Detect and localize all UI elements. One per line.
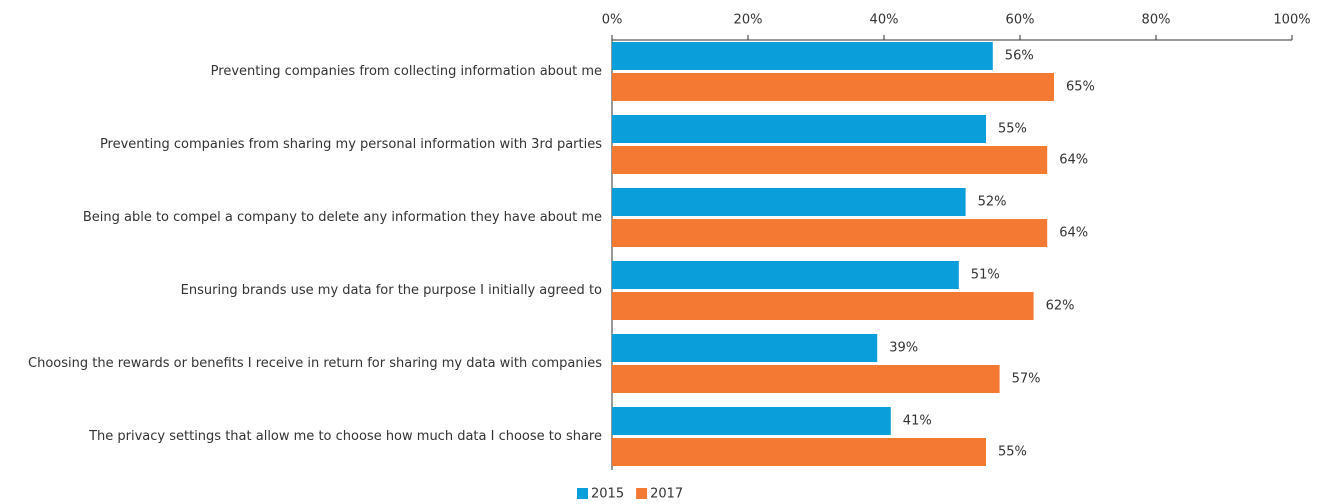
category-label: Preventing companies from sharing my per… <box>100 137 602 152</box>
bar <box>612 219 1048 247</box>
value-label: 41% <box>903 414 932 429</box>
category-label: Being able to compel a company to delete… <box>83 210 602 225</box>
value-label: 56% <box>1005 49 1034 64</box>
value-label: 39% <box>889 341 918 356</box>
legend-swatch <box>577 488 588 499</box>
category-label: Choosing the rewards or benefits I recei… <box>28 356 602 371</box>
bar <box>612 115 986 143</box>
bar <box>612 438 986 466</box>
x-tick-label: 100% <box>1273 13 1310 28</box>
x-tick-label: 20% <box>734 13 763 28</box>
legend-swatch <box>636 488 648 499</box>
legend-label: 2015 <box>591 487 624 502</box>
category-label: Preventing companies from collecting inf… <box>211 64 602 79</box>
category-label: The privacy settings that allow me to ch… <box>88 429 602 444</box>
value-label: 62% <box>1046 299 1075 314</box>
x-tick-label: 0% <box>602 13 623 28</box>
category-label: Ensuring brands use my data for the purp… <box>181 283 602 298</box>
x-tick-label: 40% <box>870 13 899 28</box>
bar <box>612 334 878 362</box>
x-tick-label: 80% <box>1142 13 1171 28</box>
value-label: 64% <box>1059 226 1088 241</box>
bar <box>612 261 959 289</box>
bar <box>612 407 891 435</box>
bar <box>612 42 993 70</box>
value-label: 51% <box>971 268 1000 283</box>
value-label: 55% <box>998 122 1027 137</box>
bar <box>612 292 1034 320</box>
value-label: 65% <box>1066 80 1095 95</box>
x-tick-label: 60% <box>1006 13 1035 28</box>
value-label: 55% <box>998 445 1027 460</box>
value-label: 57% <box>1012 372 1041 387</box>
value-label: 52% <box>978 195 1007 210</box>
bar <box>612 365 1000 393</box>
bar <box>612 146 1048 174</box>
bar <box>612 188 966 216</box>
legend-label: 2017 <box>650 487 683 502</box>
bar <box>612 73 1054 101</box>
value-label: 64% <box>1059 153 1088 168</box>
